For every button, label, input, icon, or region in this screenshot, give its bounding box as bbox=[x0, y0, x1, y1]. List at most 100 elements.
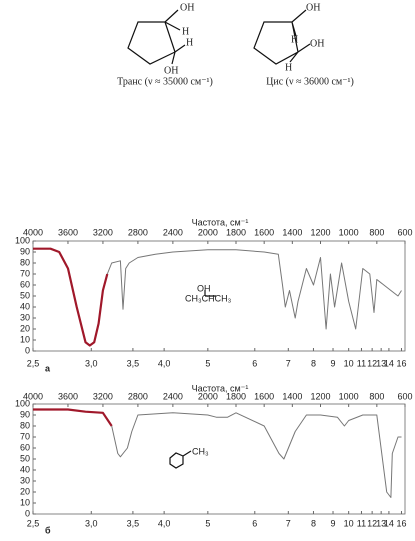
x-tick-label: 3600 bbox=[58, 227, 78, 237]
atom-label: OH bbox=[164, 65, 178, 76]
y-tick-label: 90 bbox=[20, 409, 30, 419]
y-tick-label: 80 bbox=[20, 257, 30, 267]
spectrum-line bbox=[33, 408, 113, 427]
bonds bbox=[127, 9, 186, 65]
x2-tick-label: 4,0 bbox=[158, 518, 171, 528]
x2-tick-label: 9 bbox=[331, 518, 336, 528]
x-tick-label: 2400 bbox=[163, 391, 183, 401]
y-tick-label: 60 bbox=[20, 279, 30, 289]
annotation: CH₃CHCH₃ bbox=[185, 293, 232, 303]
x2-tick-label: 12 bbox=[367, 358, 377, 368]
cis-structure: OH H OH H Цис (ν ≈ 36000 см⁻¹) bbox=[253, 2, 354, 87]
spectrum-line bbox=[33, 247, 109, 347]
x2-tick-label: 3,5 bbox=[127, 518, 140, 528]
x-tick-label: 4000 bbox=[23, 391, 43, 401]
y-tick-label: 40 bbox=[20, 464, 30, 474]
x2-tick-label: 4,0 bbox=[158, 358, 171, 368]
x2-tick-label: 7 bbox=[286, 518, 291, 528]
y-tick-label: 10 bbox=[20, 334, 30, 344]
y-tick-label: 20 bbox=[20, 486, 30, 496]
y-tick-label: 50 bbox=[20, 290, 30, 300]
molecule-bond bbox=[204, 290, 216, 297]
x2-tick-label: 3,0 bbox=[85, 518, 98, 528]
spectrum-line bbox=[106, 249, 402, 330]
x-tick-label: 2800 bbox=[128, 391, 148, 401]
x2-tick-label: 5 bbox=[205, 518, 210, 528]
x2-tick-label: 8 bbox=[311, 358, 316, 368]
x-tick-label: 600 bbox=[397, 227, 412, 237]
x2-tick-label: 6 bbox=[252, 358, 257, 368]
x-tick-label: 1600 bbox=[254, 227, 274, 237]
x-tick-label: 800 bbox=[369, 227, 384, 237]
y-tick-label: 10 bbox=[20, 497, 30, 507]
y-tick-label: 90 bbox=[20, 246, 30, 256]
x-tick-label: 1000 bbox=[339, 227, 359, 237]
x-tick-label: 2000 bbox=[198, 391, 218, 401]
x2-tick-label: 3,5 bbox=[127, 358, 140, 368]
y-tick-label: 80 bbox=[20, 420, 30, 430]
atom-label: H bbox=[182, 26, 189, 37]
y-tick-label: 20 bbox=[20, 323, 30, 333]
atom-label: OH bbox=[180, 2, 194, 13]
x2-tick-label: 14 bbox=[384, 518, 394, 528]
spectrum-line bbox=[111, 412, 402, 498]
x2-tick-label: 5 bbox=[205, 358, 210, 368]
x2-tick-label: 14 bbox=[384, 358, 394, 368]
toluene-ring bbox=[169, 450, 192, 469]
panel-label: а bbox=[45, 363, 51, 373]
bonds bbox=[253, 9, 311, 65]
x-tick-label: 1400 bbox=[282, 391, 302, 401]
x-tick-label: 600 bbox=[397, 391, 412, 401]
panel-label: б bbox=[45, 525, 51, 535]
caption: Транс (ν ≈ 35000 см⁻¹) bbox=[117, 76, 213, 87]
atom-label: H bbox=[291, 34, 298, 45]
trans-structure: OH H H OH Транс (ν ≈ 35000 см⁻¹) bbox=[117, 2, 213, 87]
x2-tick-label: 12 bbox=[367, 518, 377, 528]
y-tick-label: 30 bbox=[20, 475, 30, 485]
x-tick-label: 2000 bbox=[198, 227, 218, 237]
y-tick-label: 0 bbox=[25, 508, 30, 518]
y-tick-label: 30 bbox=[20, 312, 30, 322]
x-tick-label: 1800 bbox=[226, 391, 246, 401]
caption: Цис (ν ≈ 36000 см⁻¹) bbox=[266, 76, 354, 87]
x-tick-label: 1200 bbox=[310, 227, 330, 237]
x2-tick-label: 13 bbox=[376, 358, 386, 368]
x2-tick-label: 7 bbox=[286, 358, 291, 368]
x-tick-label: 1800 bbox=[226, 227, 246, 237]
x2-tick-label: 11 bbox=[357, 358, 366, 368]
x-tick-label: 4000 bbox=[23, 227, 43, 237]
x2-tick-label: 6 bbox=[252, 518, 257, 528]
x2-tick-label: 2,5 bbox=[27, 518, 40, 528]
x2-tick-label: 10 bbox=[344, 518, 354, 528]
x2-tick-label: 11 bbox=[357, 518, 366, 528]
x-tick-label: 1000 bbox=[339, 391, 359, 401]
x2-tick-label: 3,0 bbox=[85, 358, 98, 368]
y-tick-label: 70 bbox=[20, 268, 30, 278]
axis-title: Частота, см⁻¹ bbox=[192, 383, 249, 393]
axis-title: Частота, см⁻¹ bbox=[192, 217, 249, 227]
x-tick-label: 800 bbox=[369, 391, 384, 401]
x-tick-label: 3200 bbox=[93, 391, 113, 401]
y-tick-label: 100 bbox=[15, 235, 30, 245]
y-tick-label: 50 bbox=[20, 453, 30, 463]
x-tick-label: 1400 bbox=[282, 227, 302, 237]
x-tick-label: 1600 bbox=[254, 391, 274, 401]
y-tick-label: 40 bbox=[20, 301, 30, 311]
x2-tick-label: 16 bbox=[396, 358, 406, 368]
x2-tick-label: 8 bbox=[311, 518, 316, 528]
y-tick-label: 0 bbox=[25, 345, 30, 355]
x-tick-label: 2800 bbox=[128, 227, 148, 237]
x-tick-label: 3600 bbox=[58, 391, 78, 401]
x-tick-label: 2400 bbox=[163, 227, 183, 237]
atom-label: OH bbox=[306, 2, 320, 13]
y-tick-label: 70 bbox=[20, 431, 30, 441]
x-tick-label: 3200 bbox=[93, 227, 113, 237]
x2-tick-label: 2,5 bbox=[27, 358, 40, 368]
x2-tick-label: 13 bbox=[376, 518, 386, 528]
x2-tick-label: 9 bbox=[331, 358, 336, 368]
atom-label: H bbox=[285, 62, 292, 73]
x2-tick-label: 10 bbox=[344, 358, 354, 368]
y-tick-label: 60 bbox=[20, 442, 30, 452]
